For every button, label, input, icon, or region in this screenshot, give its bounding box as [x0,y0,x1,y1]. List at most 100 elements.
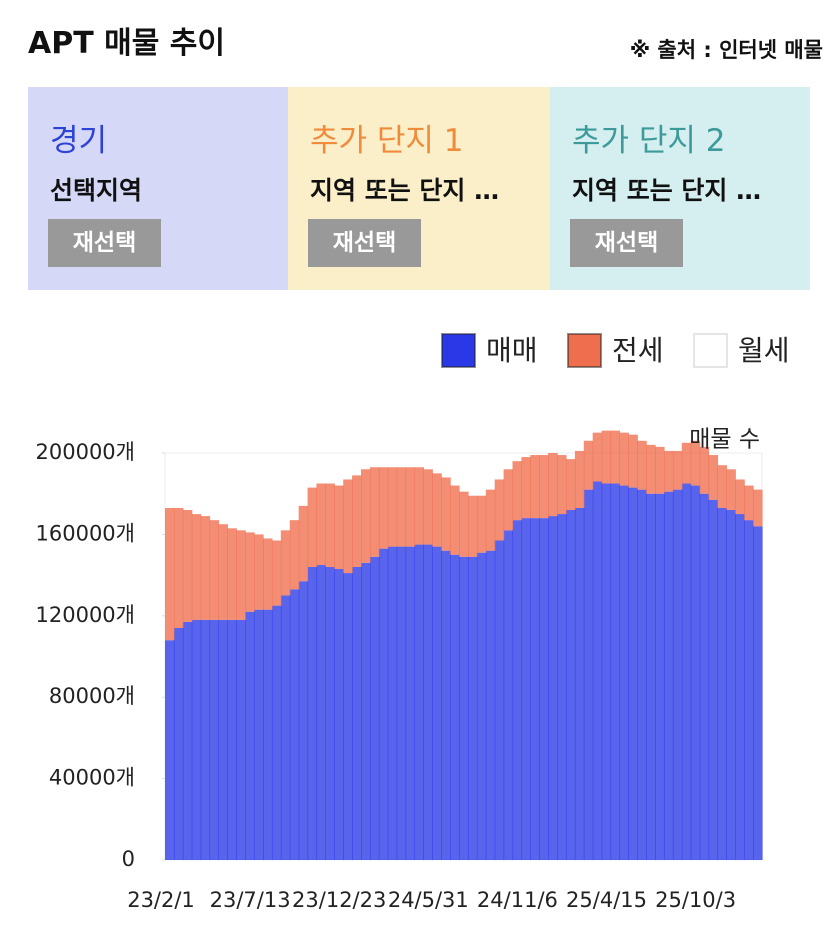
x-tick-label: 24/5/31 [388,888,469,912]
y-tick-label: 120000개 [36,603,136,627]
area-step [503,469,514,531]
area-step [414,544,425,860]
area-step [467,556,478,860]
area-step [583,440,594,490]
area-step [512,520,523,860]
area-step [343,479,353,574]
area-step [227,619,237,860]
area-step [717,465,727,508]
area-step [735,514,745,860]
area-step [182,621,193,860]
area-step [227,528,237,620]
area-step [548,516,558,860]
area-step [209,619,220,860]
area-step [601,430,612,484]
area-step [334,485,344,569]
area-step [628,434,638,488]
area-step [441,477,451,551]
area-step [263,609,273,860]
area-step [378,548,389,860]
area-step [485,489,496,551]
area-step [165,507,175,641]
y-tick-label: 80000개 [49,684,135,708]
area-step [361,469,371,563]
area-step [263,538,273,610]
area-step [271,540,282,606]
area-step [173,628,184,860]
area-step [423,469,433,545]
area-step [361,562,371,860]
area-step [289,520,300,590]
area-step [325,566,335,860]
area-step [414,467,425,545]
area-step [352,566,362,860]
area-step [476,495,487,553]
area-step [209,520,220,620]
area-step [699,446,710,494]
area-step [583,489,594,860]
area-step [236,619,246,860]
area-step [369,467,380,557]
area-step [485,550,496,860]
area-step [610,430,621,484]
area-step [307,487,318,567]
area-step [405,546,416,860]
area-step [557,455,567,515]
area-step [459,491,469,557]
area-step [610,483,621,860]
panel-subtitle: 지역 또는 단지 … [310,176,500,205]
area-step [343,573,353,860]
area-step [432,473,442,547]
area-step [565,509,576,860]
legend-swatch [693,333,728,368]
area-step [744,520,754,860]
area-step [218,524,228,620]
area-step [182,509,193,622]
area-step [245,532,255,612]
legend-swatch [567,333,602,368]
reselect-button[interactable]: 재선택 [308,219,421,267]
area-step [663,450,674,492]
area-step [663,491,674,860]
reselect-button[interactable]: 재선택 [48,219,161,267]
area-step [271,605,282,860]
legend-label: 전세 [612,334,664,367]
x-tick-label: 25/10/3 [655,888,736,912]
area-step [307,566,318,860]
area-step [218,619,228,860]
area-step [200,619,211,860]
area-step [316,564,326,860]
area-step [592,481,603,860]
reselect-button[interactable]: 재선택 [570,219,683,267]
area-step [530,518,540,860]
x-tick-label: 23/12/23 [292,888,386,912]
area-step [744,485,754,521]
area-step [699,493,710,860]
area-step [316,483,326,565]
area-step [200,516,211,620]
area-step [254,534,264,610]
area-step [450,554,460,860]
panel-subtitle: 지역 또는 단지 … [572,176,762,205]
region-panel: 추가 단지 1 지역 또는 단지 … 재선택 [288,87,550,290]
region-panel: 경기 선택지역 재선택 [28,87,290,290]
area-step [423,544,433,860]
y-axis-title: 매물 수 [689,427,760,453]
area-step [459,556,469,860]
area-step [467,495,478,557]
area-step [574,450,585,508]
chart: 0 40000개 80000개 120000개 160000개 200000개 23/2/1… [36,333,790,912]
area-step [254,609,264,860]
area-step [494,479,505,541]
area-step [236,530,246,620]
area-step [494,540,505,860]
area-step [655,446,665,494]
area-step [396,467,407,547]
area-step [521,518,531,860]
area-step [708,499,719,860]
area-step [387,546,398,860]
legend-label: 월세 [738,334,790,367]
area-step [521,457,531,519]
area-step [735,479,745,515]
